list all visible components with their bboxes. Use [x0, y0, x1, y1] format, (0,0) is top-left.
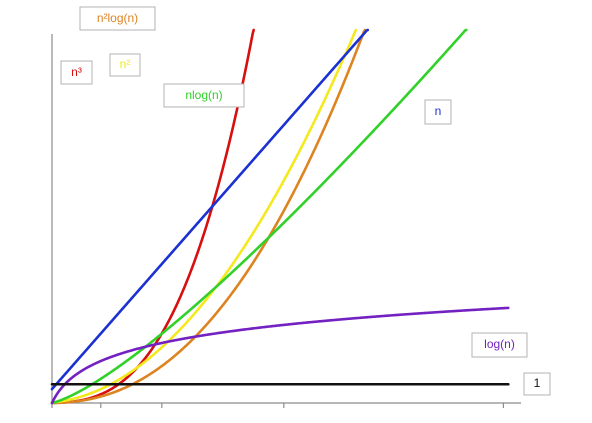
series-label-text: nlog(n) — [185, 88, 222, 102]
series-label-n: n — [424, 99, 452, 125]
series-line-nlog-n- — [50, 28, 468, 405]
series-label-text: n² — [120, 57, 131, 71]
series-line-n — [50, 28, 370, 391]
series-label-text: n³ — [71, 65, 82, 79]
series-line-n- — [50, 28, 358, 404]
series-label-n-cubed: n³ — [60, 60, 93, 85]
series-label-text: log(n) — [484, 337, 515, 351]
series-label-text: n — [435, 104, 442, 118]
series-line-log-n- — [50, 306, 510, 405]
series-curves — [50, 28, 510, 405]
x-axis-ticks — [51, 403, 504, 408]
series-label-n-squared: n² — [109, 53, 141, 77]
chart-axes — [51, 34, 521, 404]
series-labels: n³ n²log(n) n² nlog(n) n log(n) 1 — [60, 6, 551, 396]
series-label-text: 1 — [534, 376, 541, 390]
series-label-n-squared-log-n: n²log(n) — [79, 6, 156, 31]
series-label-one: 1 — [523, 372, 551, 396]
series-label-n-log-n: nlog(n) — [163, 83, 245, 108]
series-line-n-log-n- — [50, 28, 367, 405]
series-label-log-n: log(n) — [471, 332, 528, 358]
series-label-text: n²log(n) — [97, 11, 138, 25]
